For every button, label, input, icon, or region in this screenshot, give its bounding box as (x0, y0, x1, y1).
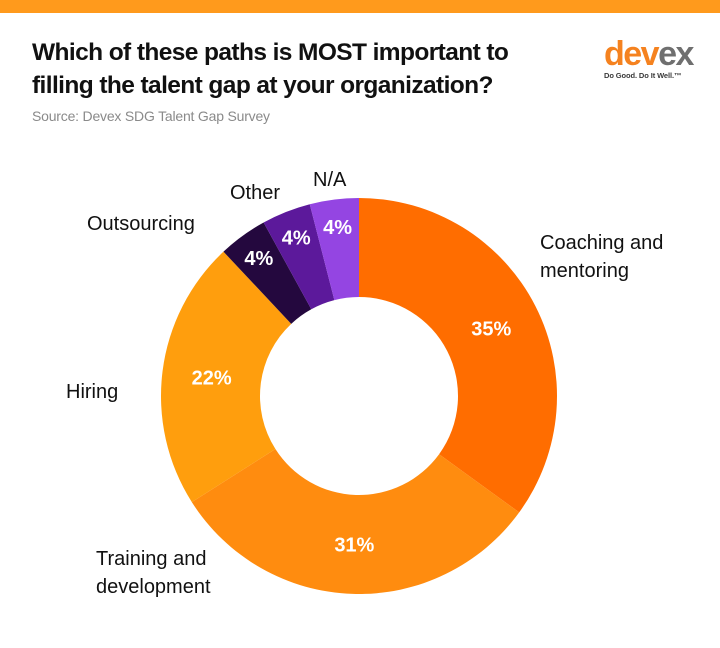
logo-word-ex: ex (658, 35, 694, 73)
slice-na (309, 198, 359, 301)
chart-source: Source: Devex SDG Talent Gap Survey (32, 108, 270, 124)
devex-logo: devex Do Good. Do It Well.™ (604, 35, 696, 80)
category-label-line: development (96, 576, 211, 598)
donut-slices (161, 198, 557, 595)
chart-title: Which of these paths is MOST important t… (32, 39, 509, 99)
category-label-outsourcing: Outsourcing (87, 213, 195, 235)
category-label-line: Coaching and (540, 232, 663, 254)
category-label-na: N/A (313, 169, 347, 191)
logo-word-dev: dev (604, 35, 660, 73)
slice-other (263, 204, 335, 310)
category-label-line: mentoring (540, 260, 629, 282)
slice-coaching-and-mentoring (359, 198, 557, 513)
category-labels: Coaching and mentoring Training and develop… (66, 169, 663, 598)
slice-hiring (161, 251, 292, 503)
slice-training-and-development (191, 449, 520, 595)
percent-label-na: 4% (323, 217, 352, 239)
logo-tagline: Do Good. Do It Well.™ (604, 71, 682, 80)
percent-label-coaching-and-mentoring: 35% (471, 319, 511, 341)
category-label-hiring: Hiring (66, 381, 118, 403)
logo-wordmark: devex (604, 35, 696, 73)
category-label-line: N/A (313, 169, 347, 191)
percent-labels: 35% 31% 22% 4% 4% 4% (192, 217, 512, 557)
category-label-line: Other (230, 182, 280, 204)
category-label-coaching-and-mentoring: Coaching and mentoring (540, 232, 663, 282)
percent-label-training-and-development: 31% (334, 534, 374, 556)
percent-label-other: 4% (282, 227, 311, 249)
percent-label-hiring: 22% (192, 367, 232, 389)
category-label-line: Hiring (66, 381, 118, 403)
slice-outsourcing (223, 222, 312, 324)
category-label-line: Outsourcing (87, 213, 195, 235)
percent-label-outsourcing: 4% (244, 248, 273, 270)
category-label-other: Other (230, 182, 280, 204)
category-label-line: Training and (96, 548, 206, 570)
top-accent-bar (0, 0, 720, 13)
category-label-training-and-development: Training and development (96, 548, 211, 598)
